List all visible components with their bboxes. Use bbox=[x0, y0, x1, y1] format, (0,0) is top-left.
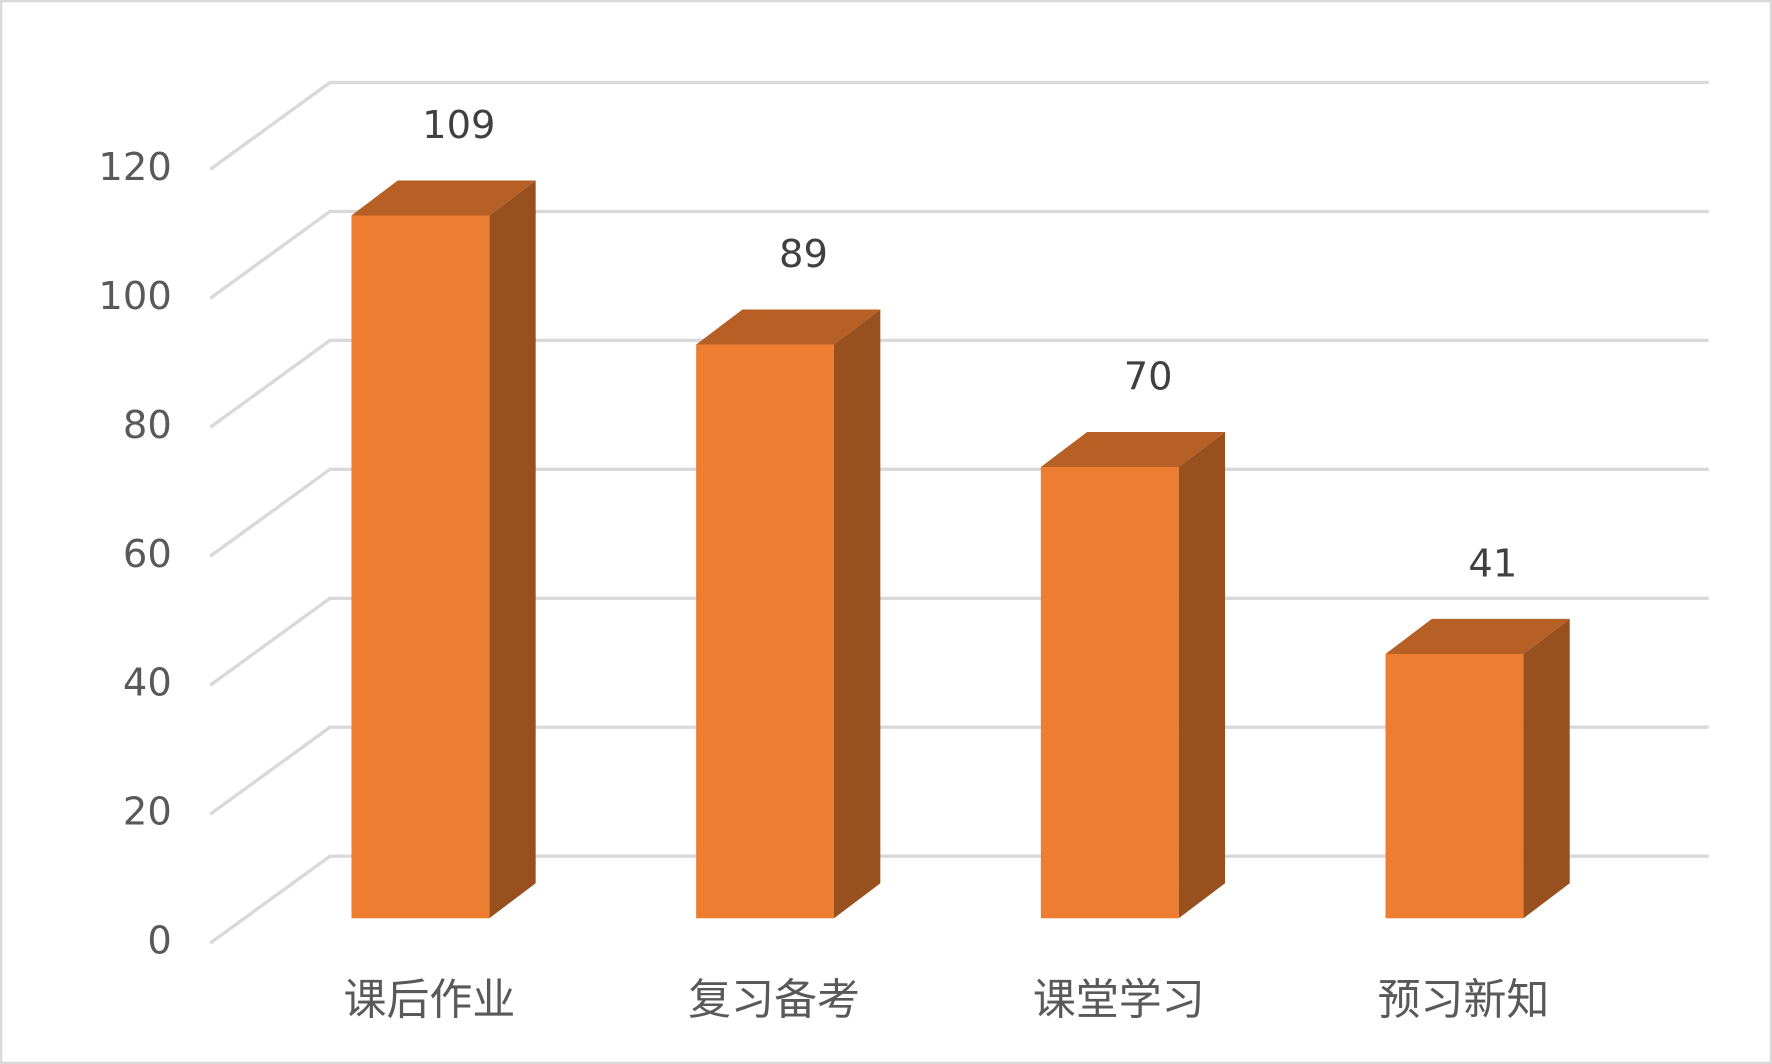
value-label: 89 bbox=[779, 232, 828, 277]
y-tick-label: 0 bbox=[147, 919, 171, 964]
grid-line bbox=[209, 854, 1709, 945]
bar-side bbox=[834, 309, 881, 919]
grid-line bbox=[209, 725, 1709, 816]
value-label: 70 bbox=[1124, 354, 1173, 399]
grid-line bbox=[209, 338, 1709, 429]
grid-line bbox=[209, 80, 1709, 171]
bar-side bbox=[1178, 431, 1226, 919]
grid-line bbox=[209, 209, 1709, 300]
x-tick-label: 预习新知 bbox=[1378, 976, 1550, 1026]
bar-side bbox=[1523, 618, 1570, 919]
x-tick-label: 课堂学习 bbox=[1033, 976, 1205, 1026]
y-tick-label: 40 bbox=[123, 661, 172, 706]
grid-line bbox=[209, 596, 1709, 687]
y-tick-label: 20 bbox=[123, 790, 172, 835]
bar bbox=[351, 215, 490, 919]
value-label: 109 bbox=[422, 103, 495, 148]
y-tick-label: 100 bbox=[98, 274, 171, 319]
bar-top bbox=[351, 180, 536, 216]
x-tick-label: 课后作业 bbox=[344, 976, 516, 1026]
bar bbox=[1040, 466, 1179, 919]
y-tick-label: 60 bbox=[123, 532, 172, 577]
value-label: 41 bbox=[1468, 541, 1517, 586]
grid-line bbox=[209, 467, 1709, 558]
x-tick-label: 复习备考 bbox=[688, 976, 860, 1026]
bar-top bbox=[1385, 618, 1570, 654]
bar-side bbox=[489, 180, 536, 919]
y-tick-label: 80 bbox=[123, 403, 172, 448]
bar-top bbox=[696, 309, 881, 345]
bar-top bbox=[1040, 431, 1226, 467]
y-tick-label: 120 bbox=[98, 145, 171, 190]
bar bbox=[1385, 653, 1524, 919]
bar bbox=[696, 344, 835, 919]
